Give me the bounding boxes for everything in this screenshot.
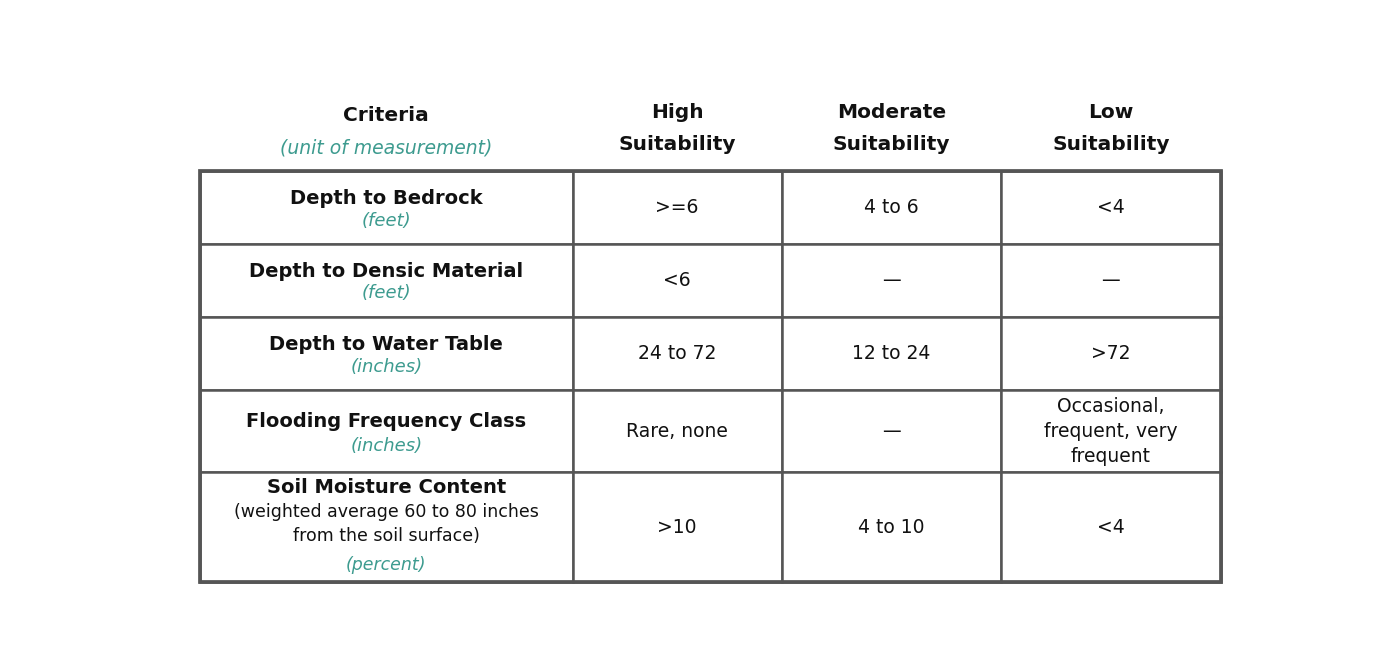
Text: Criteria: Criteria bbox=[344, 107, 430, 125]
Text: Flooding Frequency Class: Flooding Frequency Class bbox=[247, 412, 527, 431]
Text: (feet): (feet) bbox=[362, 212, 412, 230]
Text: <4: <4 bbox=[1096, 517, 1124, 537]
Text: Depth to Water Table: Depth to Water Table bbox=[269, 335, 503, 354]
Text: >=6: >=6 bbox=[656, 198, 699, 217]
Bar bbox=[1001, 170, 1221, 244]
Text: Rare, none: Rare, none bbox=[626, 422, 728, 441]
Text: (inches): (inches) bbox=[351, 437, 423, 455]
Text: Suitability: Suitability bbox=[1052, 135, 1170, 155]
Text: —: — bbox=[881, 422, 901, 441]
Text: 12 to 24: 12 to 24 bbox=[852, 344, 930, 363]
Bar bbox=[1001, 244, 1221, 316]
Text: (feet): (feet) bbox=[362, 284, 412, 302]
Text: Depth to Densic Material: Depth to Densic Material bbox=[249, 262, 524, 281]
Bar bbox=[1001, 316, 1221, 390]
Bar bbox=[1001, 472, 1221, 583]
Text: >72: >72 bbox=[1091, 344, 1131, 363]
Bar bbox=[572, 170, 782, 244]
Text: Suitability: Suitability bbox=[618, 135, 736, 155]
Text: 24 to 72: 24 to 72 bbox=[638, 344, 717, 363]
Text: —: — bbox=[1102, 271, 1120, 290]
Bar bbox=[200, 316, 572, 390]
Bar bbox=[782, 170, 1001, 244]
Text: High: High bbox=[651, 103, 704, 122]
Bar bbox=[200, 170, 1221, 583]
Bar bbox=[572, 316, 782, 390]
Bar bbox=[782, 390, 1001, 472]
Text: Depth to Bedrock: Depth to Bedrock bbox=[290, 189, 482, 208]
Text: (weighted average 60 to 80 inches
from the soil surface): (weighted average 60 to 80 inches from t… bbox=[234, 503, 539, 545]
Text: Soil Moisture Content: Soil Moisture Content bbox=[266, 478, 506, 497]
Bar bbox=[1001, 390, 1221, 472]
Text: (inches): (inches) bbox=[351, 358, 423, 376]
Text: 4 to 6: 4 to 6 bbox=[863, 198, 919, 217]
Bar bbox=[200, 472, 572, 583]
Text: 4 to 10: 4 to 10 bbox=[858, 517, 924, 537]
Text: Suitability: Suitability bbox=[833, 135, 951, 155]
Bar bbox=[782, 472, 1001, 583]
Text: Low: Low bbox=[1088, 103, 1134, 122]
Bar bbox=[200, 170, 572, 244]
Text: >10: >10 bbox=[657, 517, 697, 537]
Text: —: — bbox=[881, 271, 901, 290]
Bar bbox=[782, 244, 1001, 316]
Bar bbox=[782, 316, 1001, 390]
Text: Occasional,
frequent, very
frequent: Occasional, frequent, very frequent bbox=[1044, 397, 1178, 466]
Bar bbox=[572, 390, 782, 472]
Text: <6: <6 bbox=[664, 271, 692, 290]
Bar bbox=[200, 390, 572, 472]
Text: <4: <4 bbox=[1096, 198, 1124, 217]
Text: (unit of measurement): (unit of measurement) bbox=[280, 139, 492, 158]
Bar bbox=[572, 472, 782, 583]
Text: Moderate: Moderate bbox=[837, 103, 947, 122]
Text: (percent): (percent) bbox=[346, 556, 427, 574]
Bar bbox=[200, 244, 572, 316]
Bar bbox=[572, 244, 782, 316]
